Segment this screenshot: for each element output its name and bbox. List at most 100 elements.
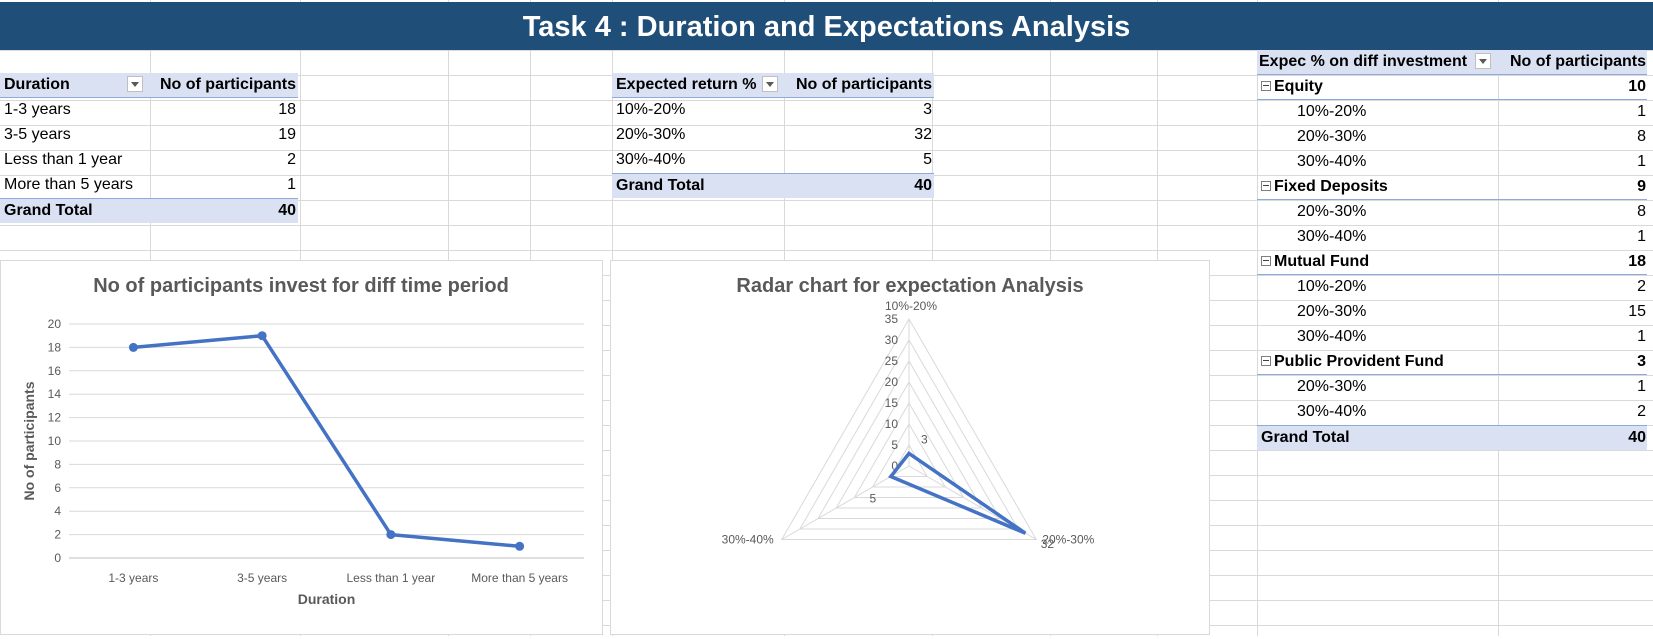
y-tick-label: 0 (54, 551, 61, 565)
y-tick-label: 14 (48, 387, 62, 401)
grand-total-value-text: 40 (278, 202, 296, 219)
group-label-text: Public Provident Fund (1274, 353, 1444, 370)
grand-total-row: Grand Total 40 (0, 198, 298, 223)
table-header: Expected return % No of participants (612, 73, 934, 98)
row-value-text: 3 (923, 101, 932, 118)
header-expected-return: Expected return % (616, 73, 758, 97)
y-tick-label: 6 (54, 481, 61, 495)
row-label: 10%-20% (1297, 100, 1487, 124)
investment-expectation-pivot-table: Expec % on diff investment No of particip… (1257, 50, 1649, 455)
row-value: 3 (784, 98, 932, 122)
table-row: 1-3 years 18 (0, 98, 298, 122)
x-axis-label: Duration (298, 591, 356, 607)
group-value: 18 (1499, 250, 1646, 274)
grid-line (0, 125, 1653, 126)
chart-title: No of participants invest for diff time … (93, 275, 509, 297)
row-label: 30%-40% (1297, 225, 1487, 249)
row-value: 2 (1499, 400, 1646, 424)
row-value-text: 2 (1637, 278, 1646, 295)
group-label: Fixed Deposits (1261, 175, 1497, 199)
duration-filter-dropdown[interactable] (127, 76, 143, 92)
row-label: More than 5 years (4, 173, 144, 197)
table-row: Less than 1 year 2 (0, 148, 298, 172)
row-label-text: 30%-40% (616, 151, 686, 168)
row-label: 3-5 years (4, 123, 144, 147)
header-investment: Expec % on diff investment (1259, 50, 1471, 74)
y-tick-label: 20 (48, 317, 62, 331)
collapse-icon[interactable] (1261, 80, 1271, 91)
row-value-text: 1 (1637, 378, 1646, 395)
header-expected-return-text: Expected return % (616, 76, 757, 93)
category-label: 10%-20% (885, 299, 937, 313)
header-participants: No of participants (1499, 50, 1646, 74)
table-row: 10%-20% 3 (612, 98, 934, 122)
row-label: 30%-40% (1297, 325, 1487, 349)
header-participants-text: No of participants (159, 76, 296, 93)
series-polygon (888, 451, 1027, 535)
collapse-icon[interactable] (1261, 355, 1271, 366)
row-value-text: 18 (278, 101, 296, 118)
row-value: 15 (1499, 300, 1646, 324)
row-value-text: 1 (1637, 103, 1646, 120)
data-point (257, 331, 267, 341)
expected-return-filter-dropdown[interactable] (762, 76, 778, 92)
y-tick-label: 8 (54, 457, 61, 471)
row-value-text: 8 (1637, 128, 1646, 145)
row-value: 19 (150, 123, 296, 147)
duration-pivot-table: Duration No of participants 1-3 years 18 3-5… (0, 73, 300, 228)
row-value: 2 (150, 148, 296, 172)
grid-line (0, 150, 1653, 151)
group-label: Mutual Fund (1261, 250, 1497, 274)
data-label: 32 (1041, 537, 1055, 551)
header-participants: No of participants (150, 73, 296, 97)
row-value: 1 (1499, 100, 1646, 124)
row-value: 1 (1499, 375, 1646, 399)
row-value-text: 8 (1637, 203, 1646, 220)
chart-title: Radar chart for expectation Analysis (736, 275, 1083, 297)
row-value: 2 (1499, 275, 1646, 299)
row-value-text: 19 (278, 126, 296, 143)
grand-total-value-text: 40 (1628, 429, 1646, 446)
y-tick-label: 2 (54, 528, 61, 542)
row-value-text: 15 (1628, 303, 1646, 320)
row-label-text: 3-5 years (4, 126, 71, 143)
row-label-text: 10%-20% (1297, 103, 1367, 120)
line-chart-panel[interactable]: No of participants invest for diff time … (0, 260, 603, 635)
row-label-text: 20%-30% (1297, 303, 1367, 320)
collapse-icon[interactable] (1261, 180, 1271, 191)
row-value-text: 2 (287, 151, 296, 168)
group-value-text: 10 (1628, 78, 1646, 95)
grid-line (0, 225, 1653, 226)
row-label: 20%-30% (616, 123, 766, 147)
grand-total-row: Grand Total 40 (612, 173, 934, 198)
grid-line (0, 100, 1653, 101)
table-row: 10%-20% 2 (1257, 275, 1647, 299)
row-value: 1 (1499, 325, 1646, 349)
grand-total-label-text: Grand Total (1261, 429, 1350, 446)
row-value: 18 (150, 98, 296, 122)
table-row: 30%-40% 2 (1257, 400, 1647, 424)
radar-chart-panel[interactable]: Radar chart for expectation Analysis 0 5 10… (610, 260, 1210, 635)
row-label: 30%-40% (616, 148, 766, 172)
row-value: 32 (784, 123, 932, 147)
collapse-icon[interactable] (1261, 255, 1271, 266)
radar-gridline (817, 360, 1001, 519)
r-tick-label: 15 (885, 396, 899, 410)
x-tick-label: More than 5 years (471, 571, 568, 585)
row-label: 10%-20% (616, 98, 766, 122)
group-label-text: Equity (1274, 78, 1323, 95)
row-value-text: 1 (1637, 228, 1646, 245)
row-value-text: 5 (923, 151, 932, 168)
row-label: 30%-40% (1297, 400, 1487, 424)
table-row: 20%-30% 32 (612, 123, 934, 147)
grand-total-label: Grand Total (4, 199, 144, 223)
group-row: Public Provident Fund 3 (1257, 350, 1647, 375)
row-label-text: Less than 1 year (4, 151, 123, 168)
row-label-text: 1-3 years (4, 101, 71, 118)
row-value: 8 (1499, 125, 1646, 149)
group-value: 9 (1499, 175, 1646, 199)
table-row: 30%-40% 5 (612, 148, 934, 172)
group-label: Equity (1261, 75, 1497, 99)
row-label-text: 30%-40% (1297, 228, 1367, 245)
investment-filter-dropdown[interactable] (1475, 53, 1491, 69)
